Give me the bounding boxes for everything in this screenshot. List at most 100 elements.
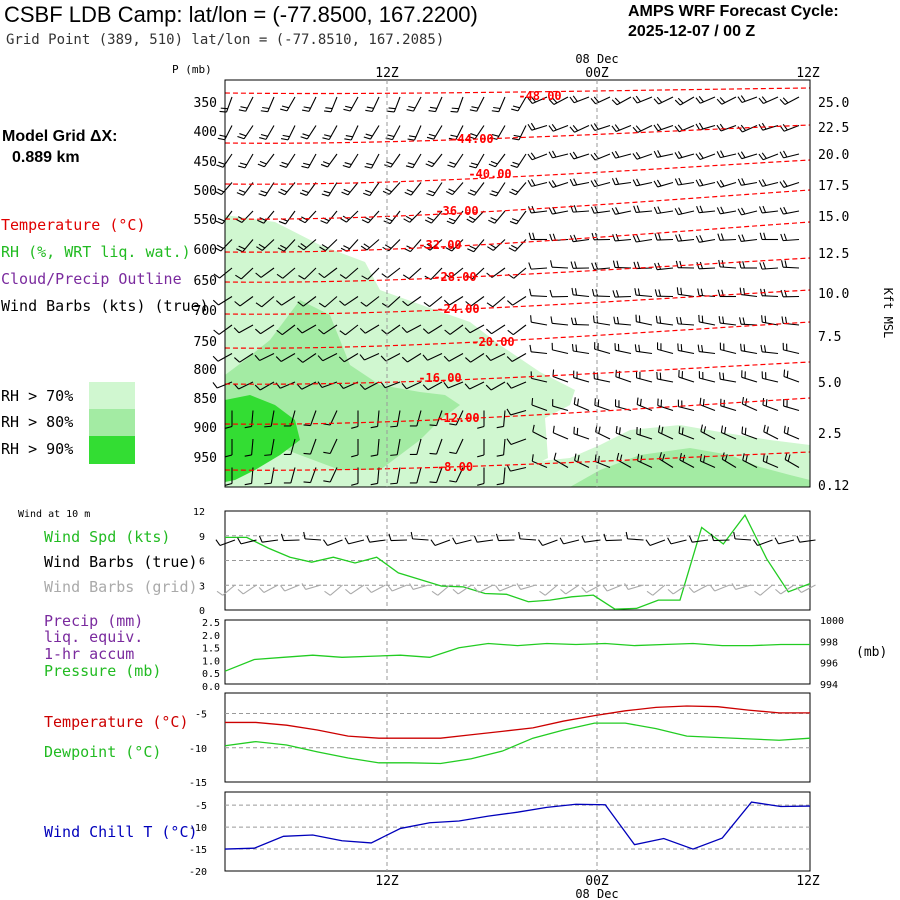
wind-barb	[409, 467, 422, 484]
wind-barb	[464, 381, 485, 390]
wind-barb	[737, 151, 758, 160]
temperature-tick: -10	[189, 744, 207, 755]
wind-barb	[570, 205, 590, 213]
wind-barb-grid	[495, 584, 515, 592]
wind-barb	[634, 344, 653, 355]
wind-barb	[590, 152, 611, 161]
wind-barb	[450, 96, 464, 113]
rh80-swatch	[89, 409, 135, 436]
wind-barb	[779, 96, 800, 105]
wind-barb	[444, 324, 464, 335]
wind-barb	[590, 206, 611, 214]
wind-barb-10m	[452, 537, 472, 545]
wind-barb	[359, 381, 380, 390]
wind-barb	[317, 381, 338, 388]
pressure-tick-label: 350	[194, 96, 217, 111]
wind-barb	[741, 426, 758, 440]
wind-barb	[422, 353, 443, 361]
wind-barb	[783, 399, 800, 412]
wind-barb	[632, 125, 653, 134]
wind-barb-10m	[215, 539, 236, 546]
wind-barb	[695, 235, 716, 243]
wind-barb	[741, 370, 758, 383]
wind-barb	[235, 210, 254, 223]
wind-barb	[738, 261, 757, 269]
wind-barb	[382, 239, 401, 252]
wind-barb	[385, 125, 401, 141]
wind-barb-grid	[431, 584, 451, 596]
wind-barb	[716, 123, 737, 132]
wind-barb	[341, 182, 359, 196]
wind-barb	[758, 122, 779, 131]
wind-barb	[244, 438, 254, 457]
wind-barb	[716, 150, 737, 159]
time-tick-label: 12Z	[796, 66, 820, 81]
wind-barb	[614, 399, 632, 412]
wind-barb	[636, 397, 653, 412]
wind-barb-grid	[366, 584, 386, 593]
wind-barb	[390, 467, 401, 485]
wind-barb	[364, 153, 380, 169]
wind-barb-10m	[752, 539, 773, 546]
rh70-swatch	[89, 382, 135, 409]
wind-barb	[429, 438, 443, 455]
wind-barb	[595, 425, 611, 440]
temperature-contour	[224, 321, 811, 349]
wind-barb-10m	[388, 533, 408, 542]
bottom-time-label: 12Z	[796, 874, 820, 889]
wind-barb	[234, 353, 254, 363]
wind-barb	[390, 410, 401, 428]
wind-barb	[257, 153, 275, 168]
wind-barb	[674, 151, 695, 159]
wind-barb	[465, 296, 485, 307]
wind-barb-10m	[796, 535, 816, 543]
wind-barb	[548, 150, 569, 159]
wind-barb-10m	[518, 531, 537, 541]
wind-barb	[486, 267, 506, 278]
wind-barb	[238, 153, 254, 169]
wind-barb-10m	[303, 531, 322, 541]
wind-barb	[591, 262, 611, 270]
rh-fill-region	[570, 448, 810, 487]
wind-barb	[507, 324, 527, 336]
legend-rh80-label: RH > 80%	[1, 413, 74, 431]
wind-barb	[338, 353, 359, 363]
wind-speed-tick: 6	[199, 557, 205, 568]
wind-speed-tick: 0	[199, 606, 205, 617]
precip-tick: 1.5	[202, 644, 220, 655]
wind-barb	[212, 381, 233, 389]
height-tick-label: 7.5	[818, 330, 841, 345]
wind-barb	[719, 342, 737, 355]
wind-barb	[551, 342, 569, 355]
wind-barb	[212, 353, 233, 362]
wind-barb	[779, 180, 800, 188]
wind-barb	[783, 369, 800, 383]
temp-panel-label: Temperature (°C)	[44, 713, 189, 731]
wind-barb	[361, 210, 380, 224]
wind-barb	[233, 324, 254, 334]
wind-barb	[527, 96, 548, 105]
wind-chill-label: Wind Chill T (°C)	[44, 823, 198, 841]
wind-barb	[359, 324, 380, 334]
wind-chill-tick: -5	[195, 801, 207, 812]
wind-barb-grid	[646, 584, 666, 596]
pressure-tick-label: 900	[194, 421, 217, 436]
wind-barb	[590, 96, 611, 105]
temperature-contour	[224, 257, 811, 283]
wind-barb	[425, 153, 443, 168]
wind-barb	[322, 125, 338, 141]
wind-barb	[716, 96, 737, 105]
wind-barb	[655, 315, 674, 326]
wind-barb	[699, 397, 716, 412]
wind-barb	[359, 352, 380, 361]
wind-barb	[279, 153, 296, 168]
wind-barb-grid	[324, 584, 343, 596]
pressure-tick-label: 450	[194, 155, 217, 170]
wind-barb	[422, 381, 443, 391]
wind-barb	[527, 152, 548, 161]
temperature-contour-label: -12.00	[436, 411, 479, 425]
wind-barb	[465, 353, 485, 363]
forecast-cycle-value: 2025-12-07 / 00 Z	[628, 23, 756, 40]
wind-barb	[380, 353, 401, 362]
wind-barb	[695, 96, 716, 104]
